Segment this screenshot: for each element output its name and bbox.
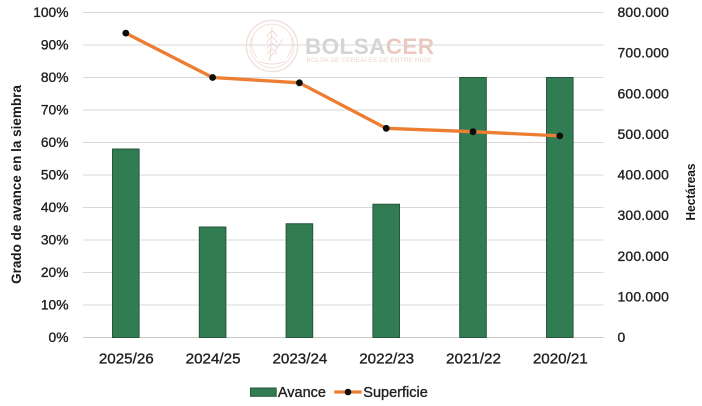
svg-text:70%: 70% <box>41 103 69 118</box>
svg-text:90%: 90% <box>41 38 69 53</box>
svg-text:2025/26: 2025/26 <box>99 351 154 368</box>
svg-text:400.000: 400.000 <box>618 167 670 183</box>
svg-text:30%: 30% <box>41 233 69 248</box>
svg-text:2022/23: 2022/23 <box>359 351 414 368</box>
svg-text:10%: 10% <box>41 298 69 313</box>
svg-text:2020/21: 2020/21 <box>533 351 588 368</box>
svg-text:2024/25: 2024/25 <box>186 351 241 368</box>
svg-text:2023/24: 2023/24 <box>272 351 327 368</box>
svg-text:BOLSACER: BOLSACER <box>305 34 434 59</box>
svg-text:Hectáreas: Hectáreas <box>683 164 698 221</box>
svg-text:100.000: 100.000 <box>618 288 670 304</box>
svg-text:500.000: 500.000 <box>618 126 670 142</box>
svg-text:60%: 60% <box>41 135 69 150</box>
svg-text:20%: 20% <box>41 265 69 280</box>
svg-text:800.000: 800.000 <box>618 4 670 20</box>
svg-text:Superficie: Superficie <box>363 385 427 401</box>
svg-text:50%: 50% <box>41 168 69 183</box>
svg-text:Grado de avance en la siembra: Grado de avance en la siembra <box>9 85 24 284</box>
svg-text:0%: 0% <box>49 330 69 345</box>
svg-text:40%: 40% <box>41 200 69 215</box>
svg-text:700.000: 700.000 <box>618 45 670 61</box>
svg-text:Avance: Avance <box>278 385 326 401</box>
svg-text:300.000: 300.000 <box>618 207 670 223</box>
svg-text:80%: 80% <box>41 70 69 85</box>
svg-text:200.000: 200.000 <box>618 248 670 264</box>
svg-text:0: 0 <box>618 329 626 345</box>
svg-text:600.000: 600.000 <box>618 85 670 101</box>
svg-text:100%: 100% <box>33 5 68 20</box>
svg-text:BOLSA DE CEREALES DE ENTRE RÍO: BOLSA DE CEREALES DE ENTRE RÍOS <box>307 55 432 64</box>
svg-text:2021/22: 2021/22 <box>446 351 501 368</box>
